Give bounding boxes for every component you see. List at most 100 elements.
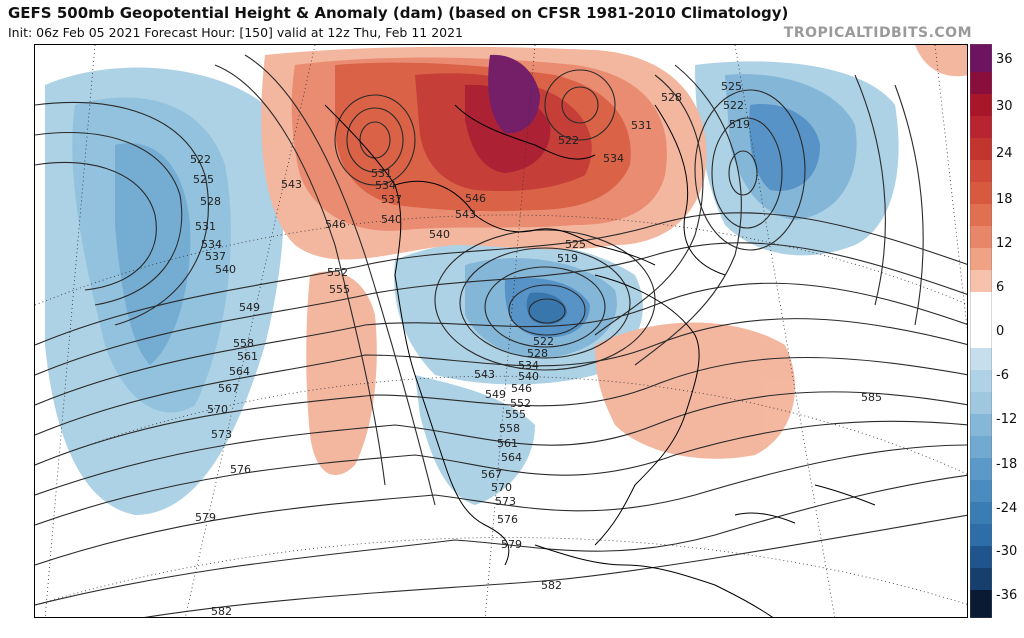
colorbar-swatch	[970, 568, 992, 590]
colorbar-label: 0	[996, 324, 1005, 339]
contour-label: 543	[455, 208, 476, 221]
contour-label: 540	[518, 370, 539, 383]
colorbar-label: 24	[996, 146, 1013, 161]
colorbar-swatch	[970, 116, 992, 138]
colorbar-label: 18	[996, 192, 1013, 207]
colorbar-label: 6	[996, 280, 1005, 295]
contour-label: 552	[327, 266, 348, 279]
contour-label: 546	[325, 218, 346, 231]
contour-label: 543	[474, 368, 495, 381]
colorbar-swatch	[970, 414, 992, 436]
colorbar-label: -30	[996, 544, 1018, 559]
colorbar	[969, 43, 993, 619]
contour-label: 555	[329, 283, 350, 296]
contour-label: 522	[190, 153, 211, 166]
contour-label: 582	[211, 605, 232, 618]
contour-label: 543	[281, 178, 302, 191]
colorbar-swatch	[970, 480, 992, 502]
contour-label: 525	[193, 173, 214, 186]
contour-label: 585	[861, 391, 882, 404]
contour-label: 522	[558, 134, 579, 147]
contour-label: 519	[557, 252, 578, 265]
contour-label: 540	[381, 213, 402, 226]
contour-label: 522	[723, 99, 744, 112]
colorbar-label: -12	[996, 412, 1018, 427]
contour-label: 522	[533, 335, 554, 348]
contour-label: 564	[501, 451, 522, 464]
colorbar-swatch	[970, 436, 992, 458]
contour-label: 561	[237, 350, 258, 363]
contour-label: 558	[233, 337, 254, 350]
contour-label: 552	[510, 397, 531, 410]
contour-label: 537	[205, 250, 226, 263]
colorbar-label: -36	[996, 588, 1018, 603]
colorbar-swatch	[970, 72, 992, 94]
contour-label: 546	[511, 382, 532, 395]
contour-label: 567	[218, 382, 239, 395]
colorbar-swatch	[970, 348, 992, 370]
contour-label: 528	[661, 91, 682, 104]
coastlines	[324, 104, 876, 617]
colorbar-swatch	[970, 226, 992, 248]
colorbar-label: 12	[996, 236, 1013, 251]
colorbar-label: 30	[996, 99, 1013, 114]
contour-label: 576	[230, 463, 251, 476]
contour-label: 519	[729, 118, 750, 131]
colorbar-label: -24	[996, 501, 1018, 516]
contour-label: 534	[201, 238, 222, 251]
contour-label: 558	[499, 422, 520, 435]
map-svg: 522 525 528 531 534 537 540 549 558 561 …	[35, 45, 967, 618]
anomaly-shading	[45, 45, 967, 515]
contour-label: 528	[527, 347, 548, 360]
colorbar-swatch	[970, 248, 992, 270]
contour-label: 525	[721, 80, 742, 93]
colorbar-swatch	[970, 392, 992, 414]
contour-label: 531	[371, 167, 392, 180]
contour-label: 576	[497, 513, 518, 526]
contour-label: 567	[481, 468, 502, 481]
colorbar-swatch	[970, 370, 992, 392]
contour-label: 546	[465, 192, 486, 205]
contour-labels: 522 525 528 531 534 537 540 549 558 561 …	[190, 80, 882, 618]
contour-label: 579	[195, 511, 216, 524]
contour-label: 525	[565, 238, 586, 251]
contour-label: 534	[603, 152, 624, 165]
contour-label: 570	[491, 481, 512, 494]
contour-label: 531	[195, 220, 216, 233]
contour-label: 540	[215, 263, 236, 276]
contour-label: 549	[485, 388, 506, 401]
colorbar-swatch	[970, 292, 992, 348]
contour-label: 555	[505, 408, 526, 421]
contour-label: 534	[518, 359, 539, 372]
contour-label: 531	[631, 119, 652, 132]
contour-label: 534	[375, 179, 396, 192]
colorbar-swatch	[970, 458, 992, 480]
contour-label: 579	[501, 538, 522, 551]
contour-label: 540	[429, 228, 450, 241]
colorbar-swatch	[970, 546, 992, 568]
contour-label: 537	[381, 193, 402, 206]
map-panel: 522 525 528 531 534 537 540 549 558 561 …	[34, 44, 968, 618]
colorbar-swatch	[970, 204, 992, 226]
contour-label: 564	[229, 365, 250, 378]
contour-label: 582	[541, 579, 562, 592]
colorbar-label: 36	[996, 52, 1013, 67]
chart-title: GEFS 500mb Geopotential Height & Anomaly…	[8, 4, 789, 22]
colorbar-swatch	[970, 94, 992, 116]
contour-label: 570	[207, 403, 228, 416]
contour-label: 561	[497, 437, 518, 450]
height-contours	[35, 54, 967, 617]
colorbar-swatch	[970, 502, 992, 524]
colorbar-swatch	[970, 524, 992, 546]
colorbar-swatch	[970, 590, 992, 618]
contour-label: 573	[495, 495, 516, 508]
colorbar-label: -18	[996, 457, 1018, 472]
site-watermark: TROPICALTIDBITS.COM	[783, 25, 972, 41]
colorbar-label: -6	[996, 368, 1009, 383]
anomaly-pos-east	[595, 322, 795, 459]
contour-label: 528	[200, 195, 221, 208]
colorbar-swatch	[970, 44, 992, 72]
colorbar-swatch	[970, 160, 992, 182]
contour-label: 549	[239, 301, 260, 314]
contour-label: 573	[211, 428, 232, 441]
